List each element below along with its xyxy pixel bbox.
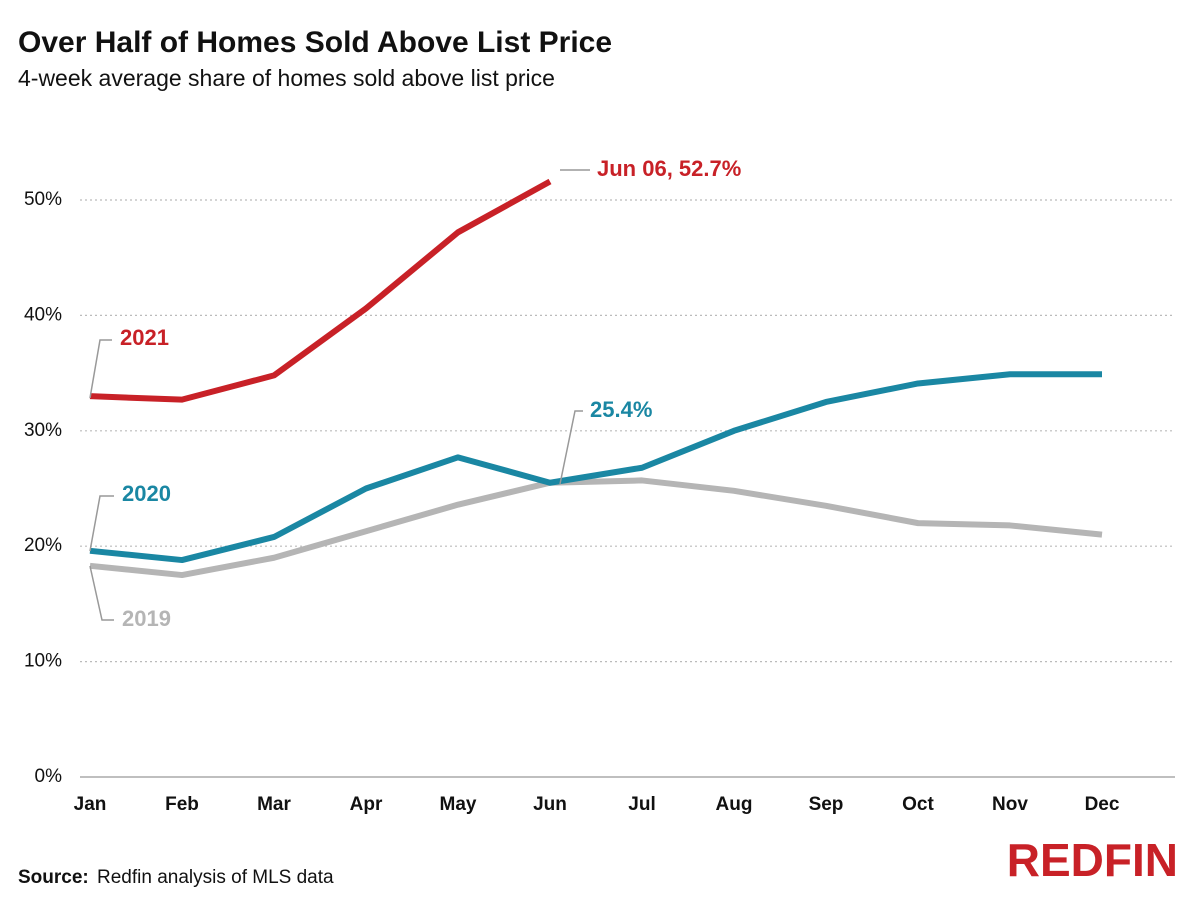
y-tick-label: 30% xyxy=(24,420,62,441)
series-line xyxy=(89,477,1103,579)
y-tick-label: 10% xyxy=(24,651,62,672)
series-label: 2020 xyxy=(122,481,171,506)
x-tick-label: May xyxy=(440,794,477,815)
x-tick-label: Feb xyxy=(165,794,199,815)
y-tick-label: 0% xyxy=(35,766,63,787)
grid: 0% 10% 20% 30% 40% 50% Jan Feb Mar Apr May Jun Jul Au… xyxy=(24,189,1175,815)
leader-line xyxy=(89,339,112,399)
leader-line xyxy=(89,565,114,621)
series-label: 2021 xyxy=(120,325,169,350)
x-tick-label: Nov xyxy=(992,794,1028,815)
chart-title: Over Half of Homes Sold Above List Price xyxy=(18,26,612,59)
x-tick-label: Jan xyxy=(74,794,107,815)
logo: REDFIN xyxy=(1007,834,1178,886)
leader-line xyxy=(89,495,114,552)
x-tick-label: Aug xyxy=(716,794,753,815)
leader-line xyxy=(559,410,583,485)
x-tick-label: Oct xyxy=(902,794,934,815)
y-tick-label: 20% xyxy=(24,535,62,556)
series-line xyxy=(89,371,1102,564)
x-tick-label: Jun xyxy=(533,794,567,815)
series-line xyxy=(89,178,552,403)
source-label: Source: xyxy=(18,867,89,888)
x-tick-label: Sep xyxy=(809,794,844,815)
x-tick-label: Jul xyxy=(628,794,655,815)
y-tick-label: 50% xyxy=(24,189,62,210)
x-tick-label: Dec xyxy=(1085,794,1120,815)
x-tick-label: Apr xyxy=(350,794,383,815)
plot xyxy=(89,178,1103,579)
x-tick-label: Mar xyxy=(257,794,291,815)
annotation: 25.4% xyxy=(590,397,652,422)
series-label: 2019 xyxy=(122,606,171,631)
annotation: Jun 06, 52.7% xyxy=(597,156,741,181)
chart-subtitle: 4-week average share of homes sold above… xyxy=(18,65,555,91)
source: Redfin analysis of MLS data xyxy=(97,867,334,888)
y-tick-label: 40% xyxy=(24,304,62,325)
